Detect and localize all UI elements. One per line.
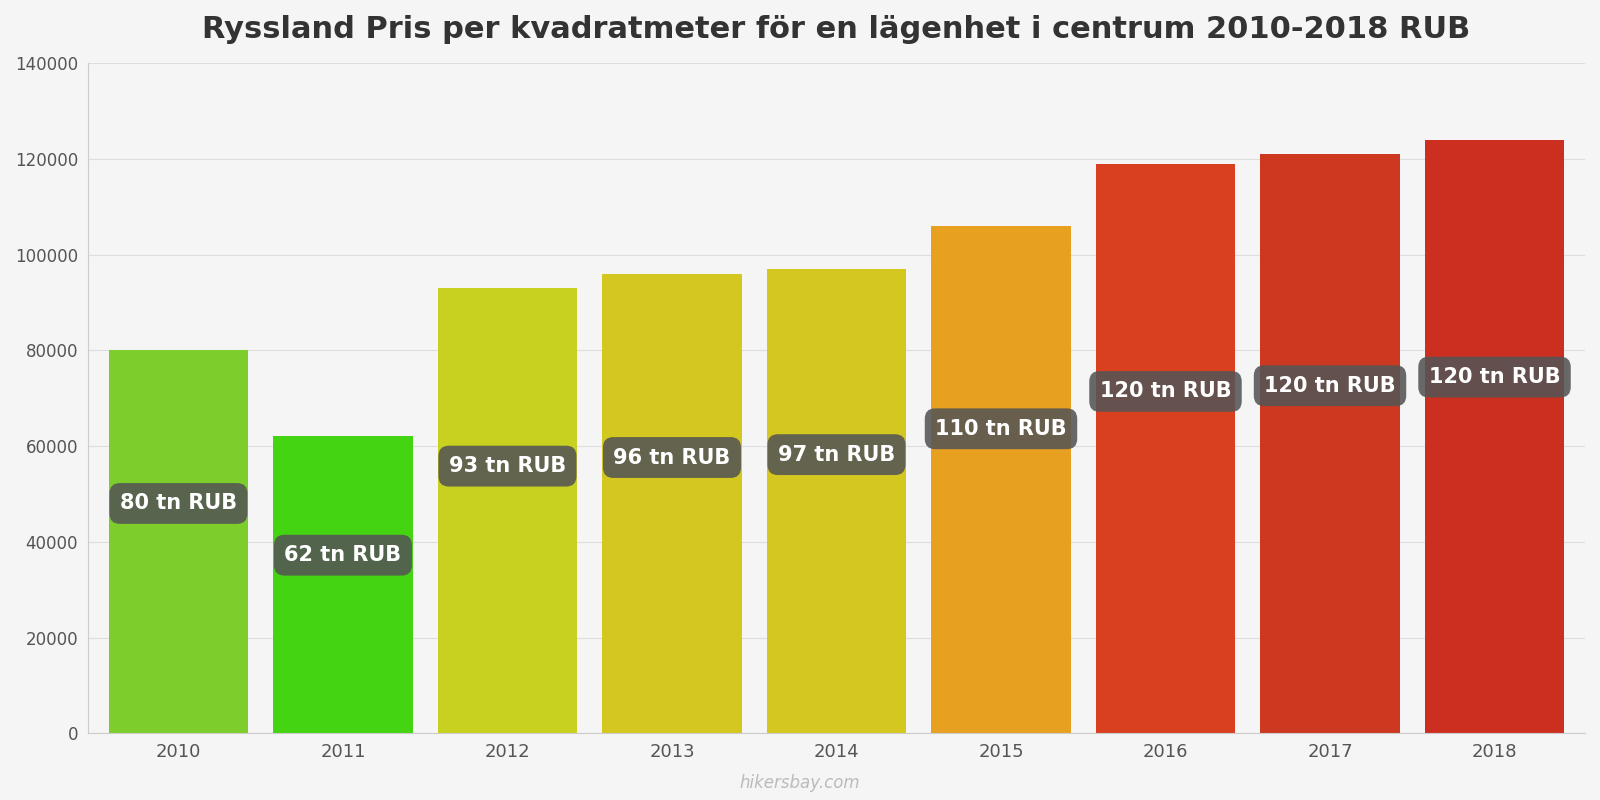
Text: hikersbay.com: hikersbay.com: [739, 774, 861, 792]
Bar: [931, 226, 1070, 734]
Text: 120 tn RUB: 120 tn RUB: [1264, 376, 1395, 396]
Bar: [274, 437, 413, 734]
Bar: [1096, 163, 1235, 734]
Text: 120 tn RUB: 120 tn RUB: [1099, 382, 1232, 402]
Text: 96 tn RUB: 96 tn RUB: [613, 447, 731, 467]
Text: 80 tn RUB: 80 tn RUB: [120, 494, 237, 514]
Bar: [766, 269, 907, 734]
Bar: [1424, 140, 1565, 734]
Bar: [437, 288, 578, 734]
Bar: [1261, 154, 1400, 734]
Text: 97 tn RUB: 97 tn RUB: [778, 445, 894, 465]
Text: 62 tn RUB: 62 tn RUB: [285, 545, 402, 565]
Title: Ryssland Pris per kvadratmeter för en lägenhet i centrum 2010-2018 RUB: Ryssland Pris per kvadratmeter för en lä…: [202, 15, 1470, 44]
Text: 120 tn RUB: 120 tn RUB: [1429, 367, 1560, 387]
Text: 93 tn RUB: 93 tn RUB: [450, 456, 566, 476]
Bar: [109, 350, 248, 734]
Bar: [602, 274, 742, 734]
Text: 110 tn RUB: 110 tn RUB: [934, 418, 1067, 438]
